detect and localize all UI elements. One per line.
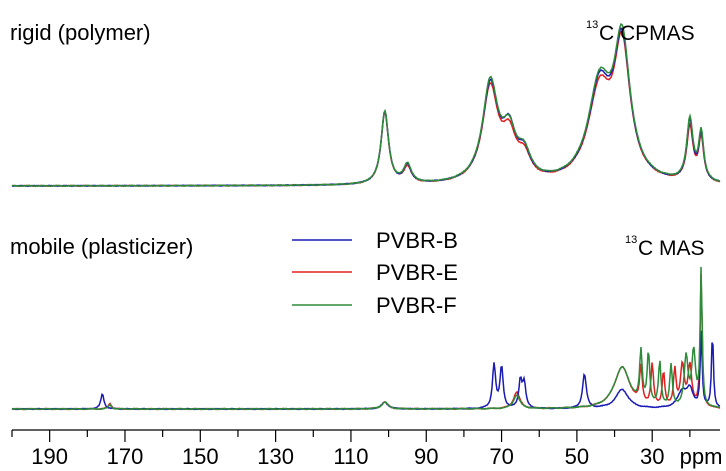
spectra-curves (11, 22, 721, 411)
rigid-curve-pvbr-e (11, 30, 721, 188)
legend-label-pvbr-e: PVBR-E (376, 260, 458, 285)
legend-label-pvbr-f: PVBR-F (376, 293, 457, 318)
mobile-title: C MAS (638, 237, 705, 260)
x-axis-label: ppm (680, 444, 723, 469)
x-tick-label-90: 90 (414, 444, 438, 469)
mobile-curve-pvbr-e (11, 273, 721, 411)
x-tick-label-50: 50 (565, 444, 589, 469)
mobile-curve-pvbr-b (11, 330, 721, 411)
x-tick-label-150: 150 (182, 444, 219, 469)
x-axis-tick-labels: 190 170 150 130 110 90 70 50 30 (31, 444, 664, 469)
panel-label-rigid: rigid (polymer) (10, 20, 151, 45)
mobile-title-superscript: 13 (625, 234, 637, 246)
x-tick-label-130: 130 (257, 444, 294, 469)
x-axis-ticks (11, 430, 691, 442)
x-tick-label-30: 30 (640, 444, 664, 469)
x-axis: 190 170 150 130 110 90 70 50 30 ppm (11, 429, 723, 469)
mobile-curve-pvbr-f (11, 266, 721, 411)
rigid-title-superscript: 13 (586, 19, 598, 31)
x-tick-label-190: 190 (31, 444, 68, 469)
rigid-title: C CPMAS (599, 22, 695, 45)
legend-label-pvbr-b: PVBR-B (376, 228, 458, 253)
x-tick-label-70: 70 (489, 444, 513, 469)
panel-label-mobile: mobile (plasticizer) (10, 234, 193, 259)
rigid-curve-pvbr-f (11, 22, 721, 188)
legend: PVBR-B PVBR-E PVBR-F (292, 228, 458, 318)
x-tick-label-110: 110 (333, 444, 368, 469)
rigid-curve-pvbr-b (11, 27, 720, 188)
x-tick-label-170: 170 (107, 444, 144, 469)
